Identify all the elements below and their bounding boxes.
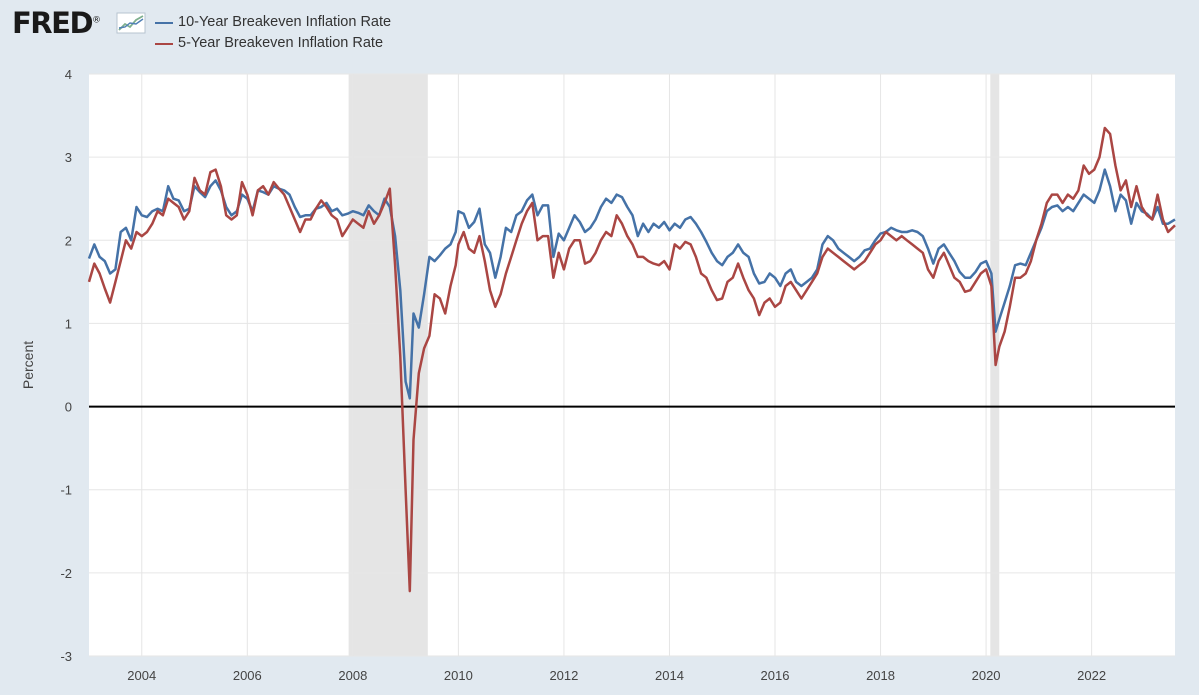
recession-band bbox=[348, 74, 428, 656]
fred-logo-text: FRED bbox=[12, 6, 94, 40]
y-tick-label: -1 bbox=[60, 483, 72, 498]
series-line-5-year bbox=[87, 126, 1176, 593]
x-tick-label: 2010 bbox=[444, 668, 473, 683]
legend-label-10-year: 10-Year Breakeven Inflation Rate bbox=[178, 14, 392, 30]
registered-mark: ® bbox=[92, 15, 102, 26]
x-tick-label: 2020 bbox=[972, 668, 1001, 683]
fred-logo[interactable]: FRED® bbox=[12, 6, 101, 40]
legend-swatch-10-year bbox=[155, 22, 173, 24]
x-tick-label: 2006 bbox=[233, 668, 262, 683]
x-tick-label: 2012 bbox=[549, 668, 578, 683]
x-tick-label: 2018 bbox=[866, 668, 895, 683]
graph-icon bbox=[116, 12, 146, 34]
x-axis-ticks: 2004 2006 2008 2010 2012 2014 2016 2018 2020 2022 bbox=[127, 668, 1106, 683]
plot-area bbox=[89, 74, 1175, 656]
y-tick-label: -3 bbox=[60, 649, 72, 664]
y-tick-label: 3 bbox=[65, 150, 72, 165]
y-axis-ticks: -3 -2 -1 0 1 2 3 4 bbox=[60, 67, 72, 664]
y-tick-label: 0 bbox=[65, 400, 72, 415]
x-tick-label: 2008 bbox=[338, 668, 367, 683]
y-tick-label: 2 bbox=[65, 233, 72, 248]
gridlines bbox=[89, 73, 1175, 657]
x-tick-label: 2022 bbox=[1077, 668, 1106, 683]
y-tick-label: 4 bbox=[65, 67, 72, 82]
legend-label-5-year: 5-Year Breakeven Inflation Rate bbox=[178, 35, 384, 51]
x-tick-label: 2016 bbox=[761, 668, 790, 683]
series-lines bbox=[87, 126, 1176, 593]
legend-swatch-5-year bbox=[155, 43, 173, 45]
header: FRED® 10-Year Breakeven Inflation Rate 5… bbox=[0, 0, 1199, 60]
y-axis-label: Percent bbox=[20, 341, 36, 389]
y-tick-label: 1 bbox=[65, 316, 72, 331]
x-tick-label: 2004 bbox=[127, 668, 156, 683]
x-tick-label: 2014 bbox=[655, 668, 684, 683]
y-tick-label: -2 bbox=[60, 566, 72, 581]
